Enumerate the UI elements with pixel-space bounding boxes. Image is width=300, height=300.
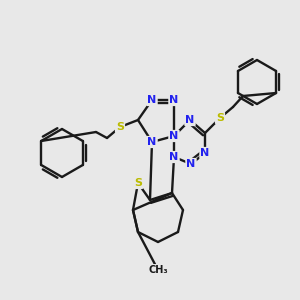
Text: N: N — [186, 159, 196, 169]
Text: S: S — [116, 122, 124, 132]
Text: N: N — [147, 137, 157, 147]
Text: N: N — [169, 152, 178, 162]
Text: N: N — [200, 148, 210, 158]
Text: S: S — [216, 113, 224, 123]
Text: N: N — [169, 95, 178, 105]
Text: CH₃: CH₃ — [148, 265, 168, 275]
Text: S: S — [134, 178, 142, 188]
Text: N: N — [185, 115, 195, 125]
Text: N: N — [169, 131, 178, 141]
Text: N: N — [147, 95, 157, 105]
